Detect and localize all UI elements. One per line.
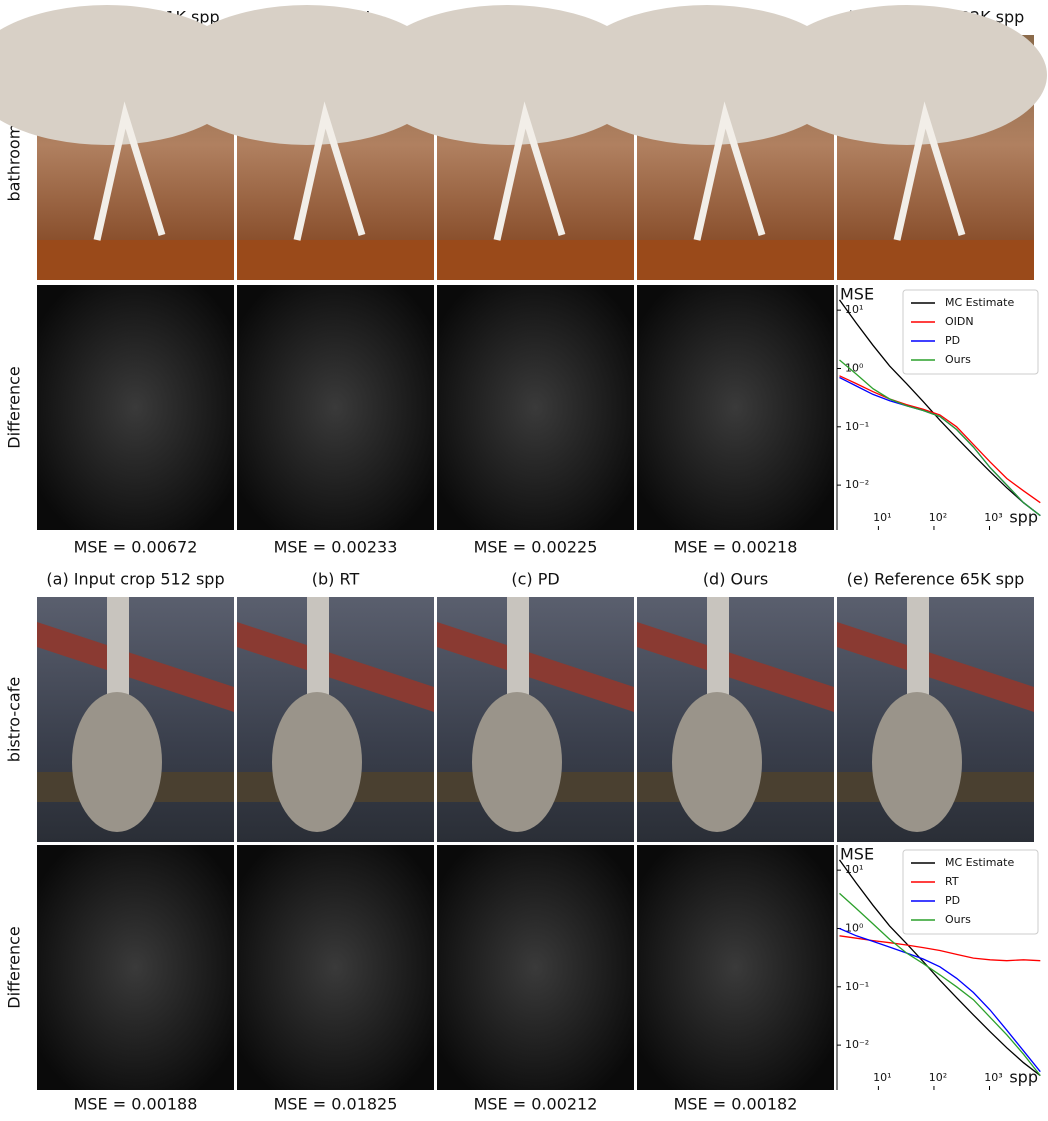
- mse-label: MSE = 0.00212: [474, 1095, 598, 1114]
- difference-image: [37, 285, 234, 530]
- legend-label: OIDN: [945, 315, 974, 328]
- counter: [437, 240, 634, 280]
- scene-label: bistro-cafe: [5, 677, 24, 762]
- column-label: (e) Reference 65K spp: [847, 570, 1025, 589]
- x-tick-label: 10³: [984, 511, 1002, 524]
- mse-label: MSE = 0.00182: [674, 1095, 798, 1114]
- y-tick-label: 10¹: [845, 303, 863, 316]
- difference-image: [437, 845, 634, 1090]
- pole-base: [72, 692, 162, 832]
- legend-label: Ours: [945, 353, 971, 366]
- difference-image: [37, 845, 234, 1090]
- counter: [637, 240, 834, 280]
- difference-image: [637, 845, 834, 1090]
- legend-label: Ours: [945, 913, 971, 926]
- mse-label: MSE = 0.01825: [274, 1095, 398, 1114]
- column-label: (a) Input crop 512 spp: [46, 570, 224, 589]
- counter: [837, 240, 1034, 280]
- y-tick-label: 10⁻¹: [845, 420, 869, 433]
- legend-label: RT: [945, 875, 959, 888]
- x-tick-label: 10²: [929, 1071, 947, 1084]
- pole-base: [672, 692, 762, 832]
- mse-label: MSE = 0.00233: [274, 538, 398, 557]
- legend-label: MC Estimate: [945, 296, 1014, 309]
- y-tick-label: 10⁻²: [845, 1038, 869, 1051]
- difference-image: [237, 845, 434, 1090]
- mse-label: MSE = 0.00225: [474, 538, 598, 557]
- pole: [507, 597, 529, 697]
- y-axis-label: MSE: [840, 285, 874, 304]
- pole-base: [872, 692, 962, 832]
- column-label: (b) RT: [312, 570, 360, 589]
- pole-base: [472, 692, 562, 832]
- difference-image: [637, 285, 834, 530]
- row-label: Difference: [5, 366, 24, 448]
- mse-label: MSE = 0.00188: [74, 1095, 198, 1114]
- legend-label: PD: [945, 894, 960, 907]
- row-label: Difference: [5, 926, 24, 1008]
- y-axis-label: MSE: [840, 845, 874, 864]
- column-label: (d) Ours: [703, 570, 768, 589]
- column-label: (c) PD: [511, 570, 559, 589]
- x-tick-label: 10¹: [873, 511, 891, 524]
- y-tick-label: 10⁻¹: [845, 980, 869, 993]
- x-tick-label: 10¹: [873, 1071, 891, 1084]
- pole-base: [272, 692, 362, 832]
- x-tick-label: 10³: [984, 1071, 1002, 1084]
- mse-label: MSE = 0.00218: [674, 538, 798, 557]
- pole: [107, 597, 129, 697]
- y-tick-label: 10¹: [845, 863, 863, 876]
- pole: [307, 597, 329, 697]
- difference-image: [237, 285, 434, 530]
- y-tick-label: 10⁻²: [845, 478, 869, 491]
- bowl: [767, 5, 1047, 145]
- pole: [907, 597, 929, 697]
- mse-label: MSE = 0.00672: [74, 538, 198, 557]
- x-tick-label: 10²: [929, 511, 947, 524]
- counter: [37, 240, 234, 280]
- difference-image: [437, 285, 634, 530]
- figure: (a) Input crop 1K spp(b) OIDN(c) PD(d) O…: [0, 0, 1048, 1117]
- counter: [237, 240, 434, 280]
- legend-label: PD: [945, 334, 960, 347]
- legend-label: MC Estimate: [945, 856, 1014, 869]
- pole: [707, 597, 729, 697]
